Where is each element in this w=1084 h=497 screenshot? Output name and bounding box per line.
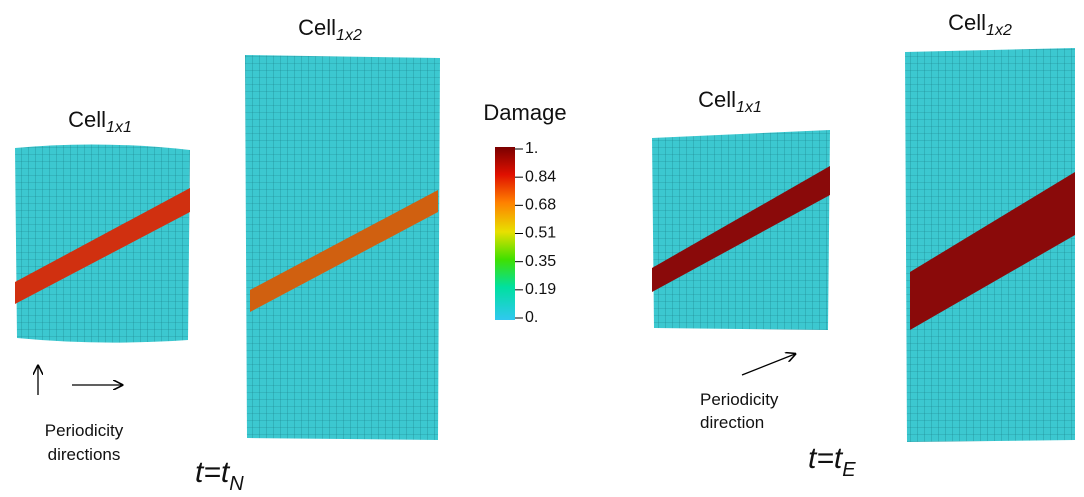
arrow bbox=[741, 354, 795, 376]
panel-label: Cell1x2 bbox=[948, 10, 1012, 39]
colorbar-title: Damage bbox=[483, 100, 566, 125]
colorbar-tick-label: 0.35 bbox=[525, 253, 556, 270]
panel-label: Cell1x1 bbox=[698, 87, 762, 116]
colorbar-tick-label: 0.84 bbox=[525, 168, 556, 185]
colorbar-tick-label: 0. bbox=[525, 309, 538, 326]
colorbar-tick-label: 0.19 bbox=[525, 281, 556, 298]
colorbar-ticks: 1. 0.84 0.68 0.51 0.35 0.19 0. bbox=[515, 140, 556, 326]
panel-label: Cell1x1 bbox=[68, 107, 132, 136]
time-label: t=tN bbox=[195, 456, 244, 495]
note: directions bbox=[48, 445, 121, 464]
colorbar bbox=[495, 147, 515, 320]
panel-label: Cell1x2 bbox=[298, 15, 362, 44]
note: Periodicity bbox=[45, 421, 124, 440]
note: Periodicity bbox=[700, 390, 779, 409]
colorbar-tick-label: 0.51 bbox=[525, 225, 556, 242]
colorbar-tick-label: 0.68 bbox=[525, 197, 556, 214]
time-label: t=tE bbox=[808, 442, 856, 481]
colorbar-tick-label: 1. bbox=[525, 140, 538, 157]
mesh-panel bbox=[15, 48, 1075, 442]
note: direction bbox=[700, 413, 764, 432]
